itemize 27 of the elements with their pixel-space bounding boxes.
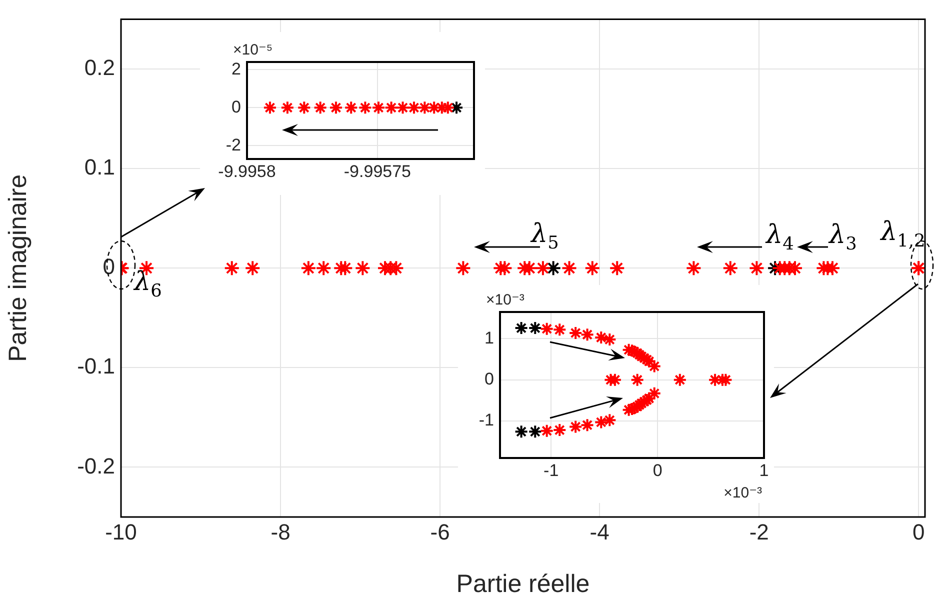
x-tick-label: -9.99575 bbox=[344, 162, 412, 181]
x-tick-label: -9.9958 bbox=[218, 162, 276, 181]
y-tick-label: 0 bbox=[232, 97, 241, 116]
x-tick-label: 1 bbox=[759, 460, 769, 480]
y-tick-label: 2 bbox=[232, 59, 241, 78]
y-axis-title: Partie imaginaire bbox=[4, 174, 32, 362]
y-tick-label: 0 bbox=[484, 370, 494, 389]
y-tick-label: -0.1 bbox=[77, 354, 115, 379]
x-tick-label: -8 bbox=[270, 519, 290, 544]
y-tick-label: -1 bbox=[478, 410, 494, 430]
annotation: ×10⁻³ bbox=[486, 292, 524, 309]
x-tick-label: 0 bbox=[912, 519, 925, 544]
annotation: ×10⁻⁵ bbox=[233, 42, 273, 59]
y-tick-label: 0.1 bbox=[84, 154, 115, 180]
x-tick-label: -6 bbox=[430, 519, 450, 544]
x-tick-label: -2 bbox=[749, 519, 769, 544]
x-tick-label: -4 bbox=[590, 519, 610, 544]
y-tick-label: -2 bbox=[226, 135, 241, 154]
y-tick-label: 0.2 bbox=[84, 55, 115, 80]
x-tick-label: -1 bbox=[544, 460, 559, 480]
y-tick-label: 0 bbox=[102, 254, 115, 280]
y-tick-label: -0.2 bbox=[77, 453, 115, 478]
x-tick-label: 0 bbox=[652, 460, 662, 480]
annotation: ×10⁻³ bbox=[724, 484, 762, 502]
x-axis-title: Partie réelle bbox=[456, 570, 590, 598]
y-tick-label: 1 bbox=[484, 328, 494, 348]
x-tick-label: -10 bbox=[105, 519, 137, 544]
